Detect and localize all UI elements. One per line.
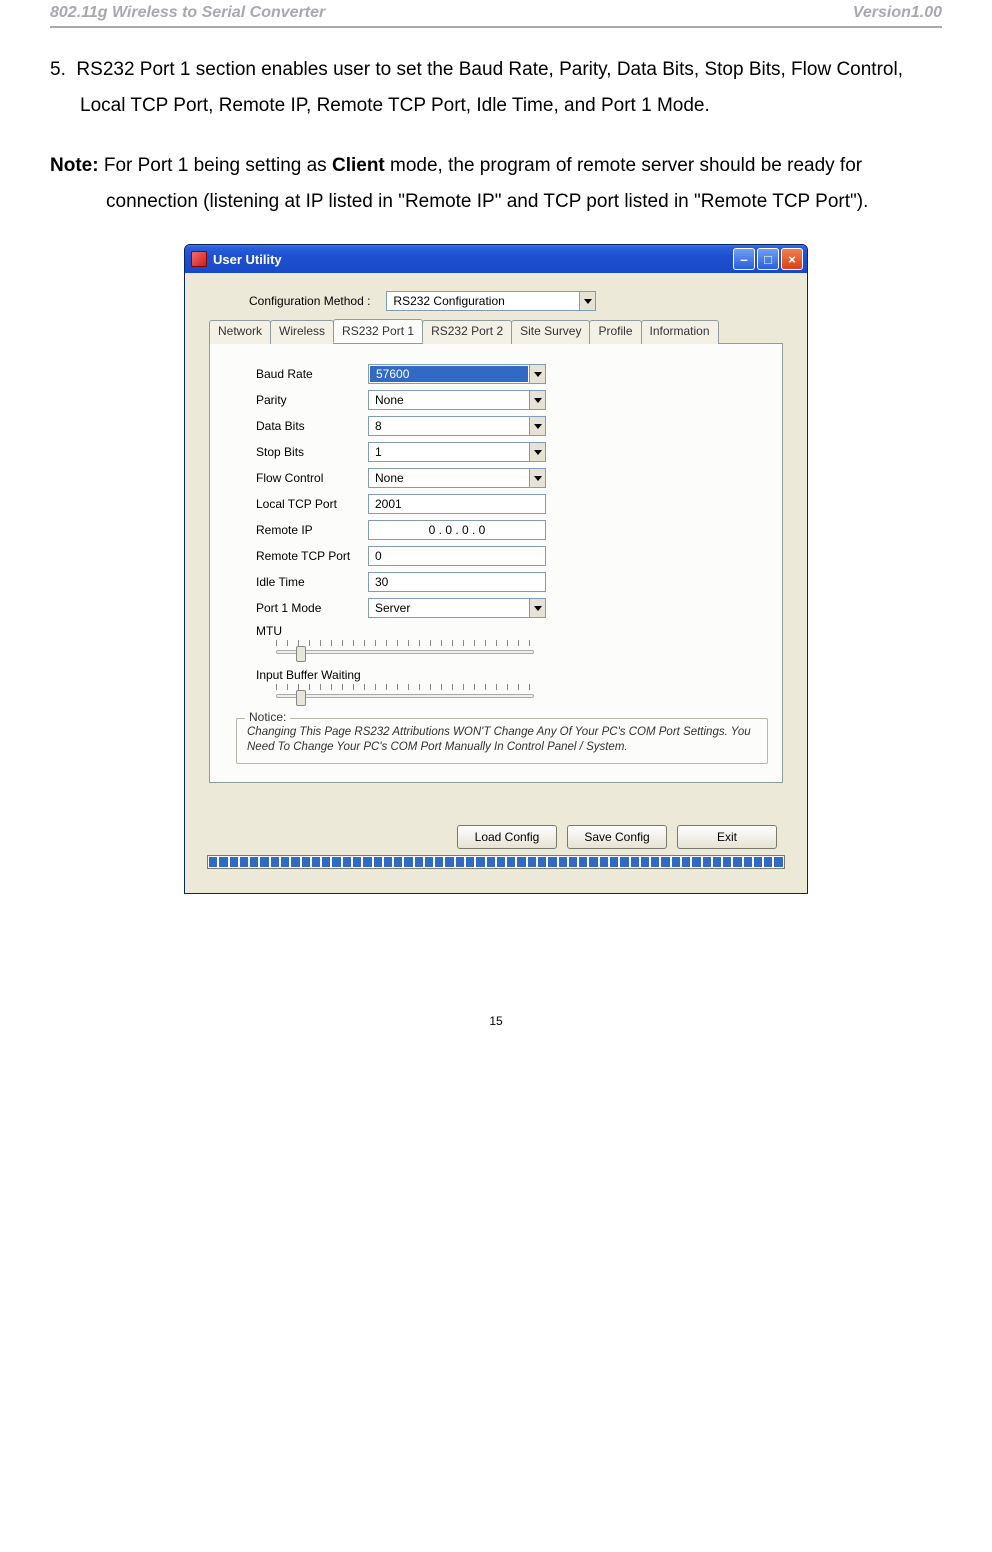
config-method-combo[interactable]: RS232 Configuration bbox=[386, 291, 596, 311]
chevron-down-icon[interactable] bbox=[529, 391, 545, 409]
list-item-5: 5. RS232 Port 1 section enables user to … bbox=[50, 52, 942, 124]
minimize-button[interactable]: – bbox=[733, 248, 755, 270]
flow-value: None bbox=[369, 471, 529, 485]
list-num: 5. bbox=[50, 59, 66, 80]
note-paragraph: Note: For Port 1 being setting as Client… bbox=[50, 148, 942, 220]
databits-value: 8 bbox=[369, 419, 529, 433]
titlebar[interactable]: User Utility – □ × bbox=[185, 245, 807, 273]
mtu-slider[interactable] bbox=[246, 640, 536, 662]
row-parity: ParityNone bbox=[256, 390, 758, 410]
mode-value: Server bbox=[369, 601, 529, 615]
parity-label: Parity bbox=[256, 393, 368, 407]
tab-network[interactable]: Network bbox=[209, 320, 271, 344]
note-label: Note: bbox=[50, 155, 99, 176]
row-baud: Baud Rate57600 bbox=[256, 364, 758, 384]
row-localtcp: Local TCP Port2001 bbox=[256, 494, 758, 514]
stopbits-label: Stop Bits bbox=[256, 445, 368, 459]
databits-label: Data Bits bbox=[256, 419, 368, 433]
flow-combo[interactable]: None bbox=[368, 468, 546, 488]
localtcp-input[interactable]: 2001 bbox=[368, 494, 546, 514]
tab-profile[interactable]: Profile bbox=[589, 320, 641, 344]
note-t1: For Port 1 being setting as bbox=[99, 155, 332, 176]
remoteip-label: Remote IP bbox=[256, 523, 368, 537]
notice-legend: Notice: bbox=[245, 710, 290, 726]
tab-site-survey[interactable]: Site Survey bbox=[511, 320, 590, 344]
row-stopbits: Stop Bits1 bbox=[256, 442, 758, 462]
localtcp-label: Local TCP Port bbox=[256, 497, 368, 511]
baud-label: Baud Rate bbox=[256, 367, 368, 381]
flow-label: Flow Control bbox=[256, 471, 368, 485]
chevron-down-icon[interactable] bbox=[529, 599, 545, 617]
config-method-value: RS232 Configuration bbox=[387, 294, 579, 308]
parity-combo[interactable]: None bbox=[368, 390, 546, 410]
baud-value: 57600 bbox=[370, 366, 528, 382]
header-right: Version1.00 bbox=[853, 4, 942, 22]
exit-button[interactable]: Exit bbox=[677, 825, 777, 849]
tab-rs232-port-1[interactable]: RS232 Port 1 bbox=[333, 319, 423, 343]
remotetcp-input[interactable]: 0 bbox=[368, 546, 546, 566]
row-remoteip: Remote IP0 . 0 . 0 . 0 bbox=[256, 520, 758, 540]
row-idle: Idle Time30 bbox=[256, 572, 758, 592]
idle-input[interactable]: 30 bbox=[368, 572, 546, 592]
remotetcp-label: Remote TCP Port bbox=[256, 549, 368, 563]
row-mode: Port 1 ModeServer bbox=[256, 598, 758, 618]
chevron-down-icon[interactable] bbox=[529, 443, 545, 461]
chevron-down-icon[interactable] bbox=[579, 292, 595, 310]
list-text: RS232 Port 1 section enables user to set… bbox=[76, 59, 903, 116]
baud-combo[interactable]: 57600 bbox=[368, 364, 546, 384]
tab-rs232-port-2[interactable]: RS232 Port 2 bbox=[422, 320, 512, 344]
chevron-down-icon[interactable] bbox=[529, 469, 545, 487]
doc-header: 802.11g Wireless to Serial Converter Ver… bbox=[50, 0, 942, 28]
row-remotetcp: Remote TCP Port0 bbox=[256, 546, 758, 566]
notice-text: Changing This Page RS232 Attributions WO… bbox=[247, 726, 751, 753]
app-window: User Utility – □ × Configuration Method … bbox=[184, 244, 808, 894]
buffer-label: Input Buffer Waiting bbox=[256, 668, 758, 682]
stopbits-value: 1 bbox=[369, 445, 529, 459]
buffer-slider[interactable] bbox=[246, 684, 536, 706]
save-config-button[interactable]: Save Config bbox=[567, 825, 667, 849]
notice-groupbox: Notice: Changing This Page RS232 Attribu… bbox=[236, 718, 768, 764]
mode-label: Port 1 Mode bbox=[256, 601, 368, 615]
tab-strip: NetworkWirelessRS232 Port 1RS232 Port 2S… bbox=[209, 319, 783, 343]
databits-combo[interactable]: 8 bbox=[368, 416, 546, 436]
mtu-label: MTU bbox=[256, 624, 758, 638]
chevron-down-icon[interactable] bbox=[529, 365, 545, 383]
remoteip-input[interactable]: 0 . 0 . 0 . 0 bbox=[368, 520, 546, 540]
mode-combo[interactable]: Server bbox=[368, 598, 546, 618]
tab-wireless[interactable]: Wireless bbox=[270, 320, 334, 344]
config-method-label: Configuration Method : bbox=[249, 294, 370, 308]
row-flow: Flow ControlNone bbox=[256, 468, 758, 488]
progress-bar bbox=[207, 855, 785, 869]
note-bold: Client bbox=[332, 155, 385, 176]
close-button[interactable]: × bbox=[781, 248, 803, 270]
window-title: User Utility bbox=[213, 252, 733, 267]
parity-value: None bbox=[369, 393, 529, 407]
header-left: 802.11g Wireless to Serial Converter bbox=[50, 4, 325, 22]
row-databits: Data Bits8 bbox=[256, 416, 758, 436]
load-config-button[interactable]: Load Config bbox=[457, 825, 557, 849]
app-icon bbox=[191, 251, 207, 267]
page-number: 15 bbox=[50, 1014, 942, 1028]
stopbits-combo[interactable]: 1 bbox=[368, 442, 546, 462]
maximize-button[interactable]: □ bbox=[757, 248, 779, 270]
tab-information[interactable]: Information bbox=[641, 320, 719, 344]
chevron-down-icon[interactable] bbox=[529, 417, 545, 435]
tab-panel-rs232-port1: Baud Rate57600ParityNoneData Bits8Stop B… bbox=[209, 343, 783, 783]
idle-label: Idle Time bbox=[256, 575, 368, 589]
